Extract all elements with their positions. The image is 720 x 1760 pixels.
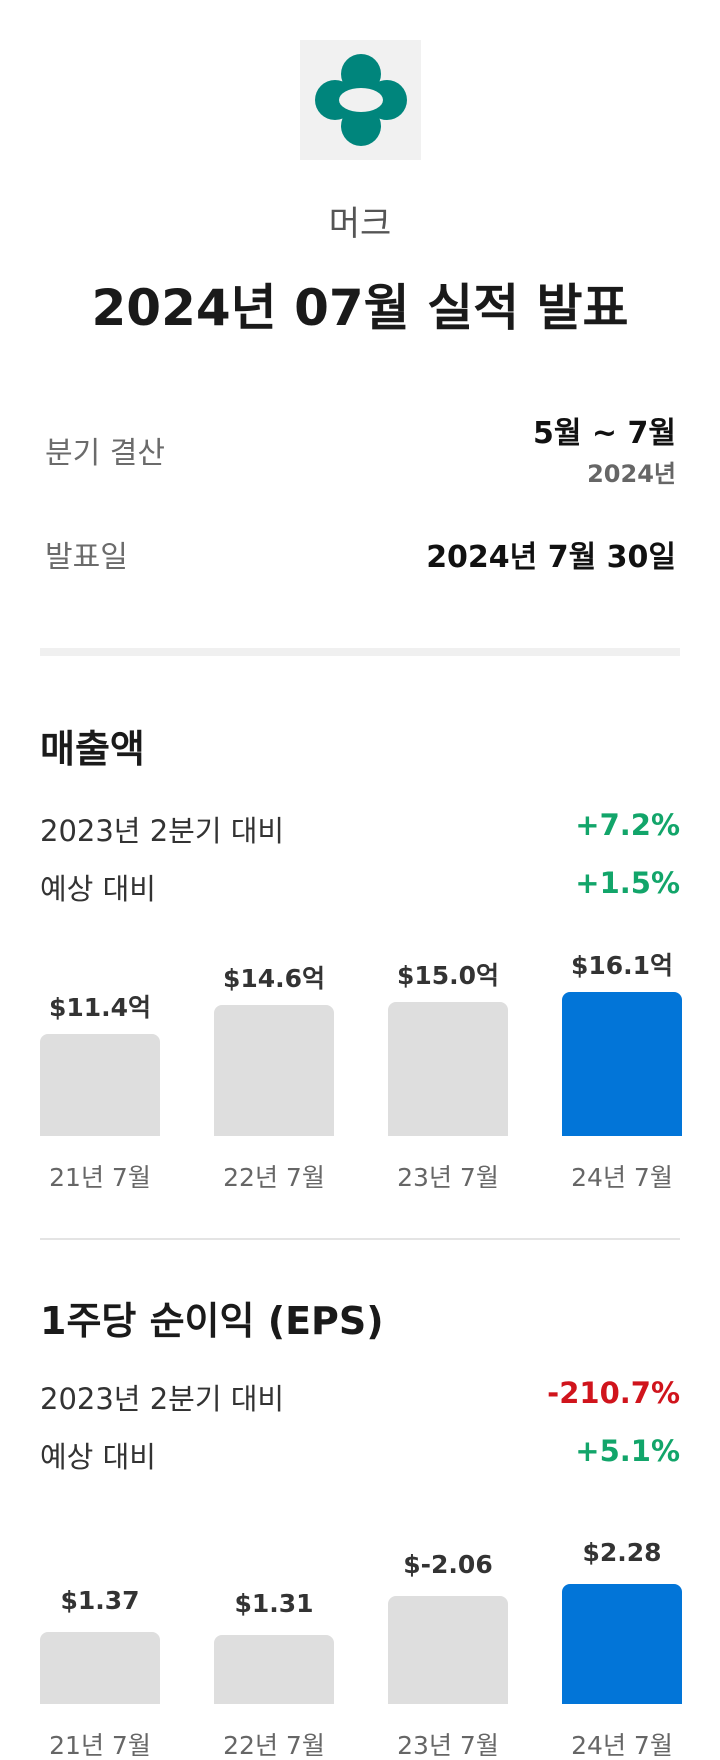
revenue-bar-label: 22년 7월 bbox=[223, 1163, 325, 1192]
section-divider-thin bbox=[40, 1238, 680, 1240]
eps-bar-value: $2.28 bbox=[582, 1538, 662, 1567]
company-name: 머크 bbox=[328, 204, 392, 244]
eps-bar-value: $1.31 bbox=[234, 1589, 314, 1618]
eps-bar-label: 22년 7월 bbox=[223, 1731, 325, 1760]
revenue-est-value: +1.5% bbox=[575, 866, 680, 900]
eps-bar bbox=[214, 1635, 334, 1704]
date-value: 2024년 7월 30일 bbox=[426, 540, 676, 575]
eps-title: 1주당 순이익 (EPS) bbox=[40, 1299, 384, 1343]
revenue-bar-value: $15.0억 bbox=[396, 961, 500, 990]
revenue-bar bbox=[388, 1002, 508, 1136]
quarter-year: 2024년 bbox=[587, 460, 676, 488]
date-label: 발표일 bbox=[45, 540, 128, 575]
eps-bar-label: 21년 7월 bbox=[49, 1731, 151, 1760]
company-logo bbox=[300, 40, 421, 160]
eps-yoy-value: -210.7% bbox=[547, 1376, 680, 1410]
section-divider bbox=[40, 648, 680, 656]
eps-bar-value: $1.37 bbox=[60, 1586, 140, 1615]
revenue-est-label: 예상 대비 bbox=[40, 872, 156, 906]
eps-bar bbox=[388, 1596, 508, 1704]
revenue-bar bbox=[214, 1005, 334, 1136]
revenue-bar-value: $14.6억 bbox=[222, 964, 326, 993]
revenue-yoy-value: +7.2% bbox=[575, 808, 680, 842]
revenue-title: 매출액 bbox=[40, 727, 145, 771]
quarter-value: 5월 ~ 7월 bbox=[533, 416, 676, 451]
eps-bar-label: 24년 7월 bbox=[571, 1731, 673, 1760]
eps-bar-label: 23년 7월 bbox=[397, 1731, 499, 1760]
revenue-bar bbox=[562, 992, 682, 1136]
quarter-label: 분기 결산 bbox=[45, 436, 165, 471]
revenue-bar bbox=[40, 1034, 160, 1136]
revenue-bar-value: $11.4억 bbox=[48, 993, 152, 1022]
eps-yoy-label: 2023년 2분기 대비 bbox=[40, 1382, 285, 1416]
revenue-bar-label: 21년 7월 bbox=[49, 1163, 151, 1192]
revenue-bar-value: $16.1억 bbox=[570, 951, 674, 980]
revenue-bar-label: 23년 7월 bbox=[397, 1163, 499, 1192]
eps-bar bbox=[40, 1632, 160, 1704]
revenue-bar-label: 24년 7월 bbox=[571, 1163, 673, 1192]
eps-bar-value: $-2.06 bbox=[403, 1550, 493, 1579]
merck-logo-icon bbox=[314, 54, 407, 146]
eps-est-label: 예상 대비 bbox=[40, 1440, 156, 1474]
eps-est-value: +5.1% bbox=[575, 1434, 680, 1468]
eps-bar bbox=[562, 1584, 682, 1704]
page-title: 2024년 07월 실적 발표 bbox=[91, 279, 629, 337]
revenue-yoy-label: 2023년 2분기 대비 bbox=[40, 814, 285, 848]
